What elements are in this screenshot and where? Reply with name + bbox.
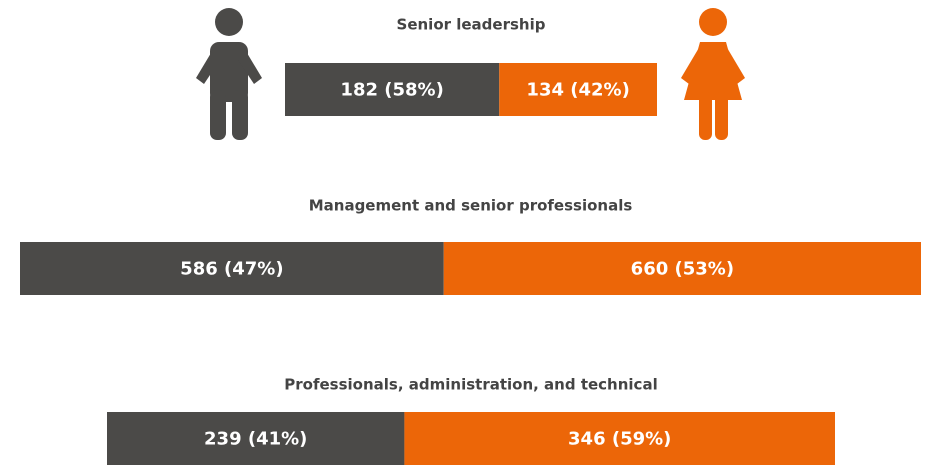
data-label: 239 (41%)	[204, 429, 307, 450]
man-icon	[196, 8, 262, 140]
bar-segment	[107, 412, 405, 465]
chart-title: Professionals, administration, and techn…	[284, 376, 657, 394]
data-label: 346 (59%)	[568, 429, 671, 450]
bar-segment	[443, 242, 921, 295]
bar-segment	[285, 63, 500, 116]
bar-segment	[499, 63, 657, 116]
data-label: 182 (58%)	[340, 80, 443, 101]
data-label: 586 (47%)	[180, 259, 283, 280]
chart-title: Management and senior professionals	[309, 197, 633, 215]
woman-icon	[681, 8, 745, 140]
data-label: 134 (42%)	[526, 80, 629, 101]
chart-title: Senior leadership	[397, 16, 546, 34]
data-label: 660 (53%)	[631, 259, 734, 280]
bar-segment	[20, 242, 444, 295]
bar-segment	[404, 412, 835, 465]
